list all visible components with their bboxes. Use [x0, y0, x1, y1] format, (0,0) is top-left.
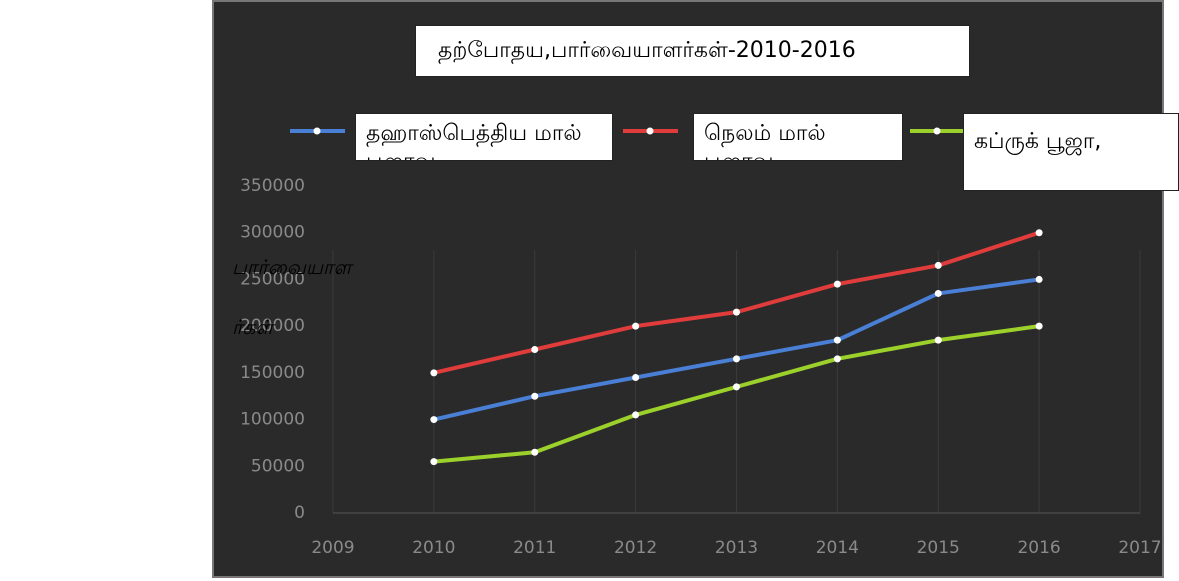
y-tick-label: 50000: [251, 456, 305, 476]
y-tick-label: 300000: [240, 223, 305, 243]
y-tick-label: 150000: [240, 363, 305, 383]
y-tick-label: 250000: [240, 269, 305, 289]
x-tick-label: 2011: [513, 538, 556, 558]
point: [733, 355, 740, 363]
point: [632, 411, 640, 419]
point: [733, 383, 740, 391]
legend-swatch: [646, 127, 654, 135]
x-tick-label: 2013: [715, 538, 758, 558]
chart-title: தற்போதய,பார்வையாளர்கள்-2010-2016: [415, 25, 970, 77]
legend-label: தஹாஸ்பெத்திய மால் பூஜாவ: [355, 113, 613, 161]
point: [934, 289, 942, 297]
point: [531, 392, 539, 400]
point: [531, 448, 539, 456]
legend-label: கப்ருக் பூஜா,: [963, 113, 1179, 191]
legend-swatch: [313, 127, 321, 135]
legend-label: நெலம் மால் பூஜாவ: [693, 113, 903, 161]
x-tick-label: 2017: [1118, 538, 1161, 558]
y-tick-label: 100000: [240, 410, 305, 430]
y-tick-label: 200000: [240, 316, 305, 336]
point: [1035, 275, 1043, 283]
y-axis-label: ர்கள்: [232, 315, 274, 339]
y-axis-label: பார்வையாள: [232, 255, 352, 279]
point: [632, 374, 640, 382]
x-tick-label: 2010: [412, 538, 455, 558]
legend-swatch: [933, 127, 941, 135]
x-tick-label: 2016: [1017, 538, 1060, 558]
point: [833, 336, 841, 344]
point: [833, 280, 841, 288]
y-tick-label: 0: [294, 503, 305, 523]
point: [733, 308, 740, 316]
y-tick-label: 350000: [240, 176, 305, 196]
point: [430, 369, 438, 377]
point: [430, 416, 438, 424]
x-tick-label: 2012: [614, 538, 657, 558]
point: [531, 346, 539, 353]
point: [632, 322, 640, 330]
point: [833, 355, 841, 363]
chart-background: [212, 0, 1164, 578]
point: [934, 261, 942, 269]
x-tick-label: 2015: [917, 538, 960, 558]
point: [934, 336, 942, 344]
x-tick-label: 2009: [311, 538, 354, 558]
x-tick-label: 2014: [816, 538, 859, 558]
point: [1035, 322, 1043, 330]
point: [1035, 229, 1043, 237]
point: [430, 458, 438, 466]
